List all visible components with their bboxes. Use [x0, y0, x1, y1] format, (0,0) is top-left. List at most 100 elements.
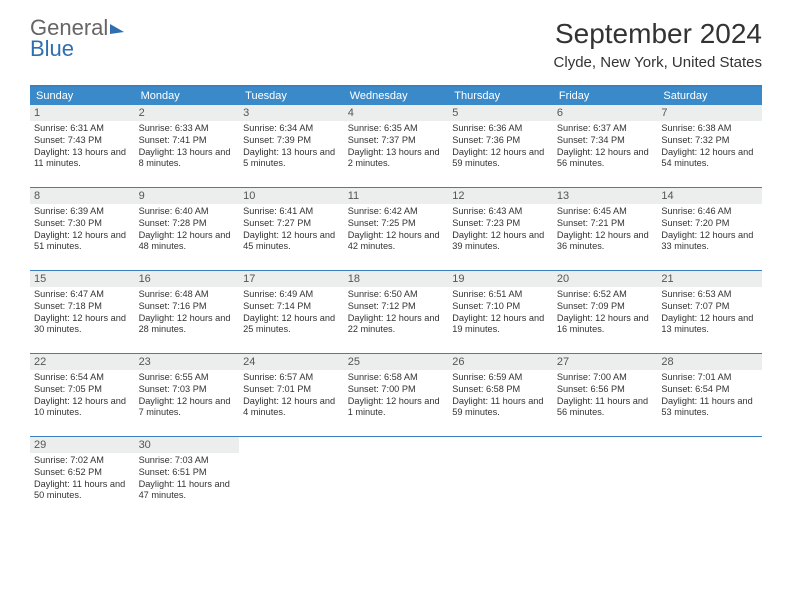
day-number: 29	[30, 437, 135, 453]
day-info: Sunrise: 6:37 AMSunset: 7:34 PMDaylight:…	[557, 123, 654, 170]
day-number: 4	[344, 105, 449, 121]
day-number: 3	[239, 105, 344, 121]
day-info: Sunrise: 6:50 AMSunset: 7:12 PMDaylight:…	[348, 289, 445, 336]
day-cell: 19Sunrise: 6:51 AMSunset: 7:10 PMDayligh…	[448, 271, 553, 353]
week-row: 29 Sunrise: 7:02 AMSunset: 6:52 PMDayligh…	[30, 437, 762, 519]
weekday-header: Saturday	[657, 87, 762, 105]
day-cell: 17 Sunrise: 6:49 AMSunset: 7:14 PMDayligh…	[239, 271, 344, 353]
day-info: Sunrise: 6:45 AMSunset: 7:21 PMDaylight:…	[557, 206, 654, 253]
day-cell: 16 Sunrise: 6:48 AMSunset: 7:16 PMDayligh…	[135, 271, 240, 353]
day-cell	[239, 437, 344, 519]
day-info: Sunrise: 6:49 AMSunset: 7:14 PMDaylight:…	[243, 289, 340, 336]
day-cell: 13 Sunrise: 6:45 AMSunset: 7:21 PMDayligh…	[553, 188, 658, 270]
day-cell: 26Sunrise: 6:59 AMSunset: 6:58 PMDayligh…	[448, 354, 553, 436]
day-number: 24	[239, 354, 344, 370]
day-cell: 1 Sunrise: 6:31 AMSunset: 7:43 PMDaylight…	[30, 105, 135, 187]
day-number: 22	[30, 354, 135, 370]
day-cell: 6 Sunrise: 6:37 AMSunset: 7:34 PMDaylight…	[553, 105, 658, 187]
day-number: 6	[553, 105, 658, 121]
day-number: 10	[239, 188, 344, 204]
day-number: 11	[344, 188, 449, 204]
day-info: Sunrise: 6:41 AMSunset: 7:27 PMDaylight:…	[243, 206, 340, 253]
day-cell: 20 Sunrise: 6:52 AMSunset: 7:09 PMDayligh…	[553, 271, 658, 353]
day-info: Sunrise: 7:02 AMSunset: 6:52 PMDaylight:…	[34, 455, 131, 502]
day-cell: 10 Sunrise: 6:41 AMSunset: 7:27 PMDayligh…	[239, 188, 344, 270]
day-cell	[657, 437, 762, 519]
day-info: Sunrise: 7:03 AMSunset: 6:51 PMDaylight:…	[139, 455, 236, 502]
day-cell: 15 Sunrise: 6:47 AMSunset: 7:18 PMDayligh…	[30, 271, 135, 353]
day-info: Sunrise: 6:48 AMSunset: 7:16 PMDaylight:…	[139, 289, 236, 336]
day-cell: 27 Sunrise: 7:00 AMSunset: 6:56 PMDayligh…	[553, 354, 658, 436]
day-info: Sunrise: 7:01 AMSunset: 6:54 PMDaylight:…	[661, 372, 758, 419]
day-info: Sunrise: 6:43 AMSunset: 7:23 PMDaylight:…	[452, 206, 549, 253]
weekday-header: Thursday	[448, 87, 553, 105]
weeks-container: 1 Sunrise: 6:31 AMSunset: 7:43 PMDaylight…	[30, 105, 762, 519]
day-number: 25	[344, 354, 449, 370]
day-number: 15	[30, 271, 135, 287]
day-info: Sunrise: 6:33 AMSunset: 7:41 PMDaylight:…	[139, 123, 236, 170]
weekday-header: Monday	[135, 87, 240, 105]
location-text: Clyde, New York, United States	[554, 54, 762, 71]
calendar: SundayMondayTuesdayWednesdayThursdayFrid…	[30, 85, 762, 519]
day-cell	[553, 437, 658, 519]
weekday-header: Sunday	[30, 87, 135, 105]
day-info: Sunrise: 6:57 AMSunset: 7:01 PMDaylight:…	[243, 372, 340, 419]
day-info: Sunrise: 6:38 AMSunset: 7:32 PMDaylight:…	[661, 123, 758, 170]
day-cell: 11 Sunrise: 6:42 AMSunset: 7:25 PMDayligh…	[344, 188, 449, 270]
day-cell: 3 Sunrise: 6:34 AMSunset: 7:39 PMDaylight…	[239, 105, 344, 187]
day-number: 13	[553, 188, 658, 204]
weekday-header: Wednesday	[344, 87, 449, 105]
day-number: 8	[30, 188, 135, 204]
day-number: 30	[135, 437, 240, 453]
weekday-header: Tuesday	[239, 87, 344, 105]
day-number: 16	[135, 271, 240, 287]
brand-part2: Blue	[30, 39, 124, 60]
day-number: 27	[553, 354, 658, 370]
day-cell: 4 Sunrise: 6:35 AMSunset: 7:37 PMDaylight…	[344, 105, 449, 187]
day-cell: 12 Sunrise: 6:43 AMSunset: 7:23 PMDayligh…	[448, 188, 553, 270]
day-number: 1	[30, 105, 135, 121]
day-info: Sunrise: 6:52 AMSunset: 7:09 PMDaylight:…	[557, 289, 654, 336]
day-number: 23	[135, 354, 240, 370]
brand-logo: General Blue	[30, 18, 124, 60]
day-cell: 23Sunrise: 6:55 AMSunset: 7:03 PMDayligh…	[135, 354, 240, 436]
day-info: Sunrise: 6:36 AMSunset: 7:36 PMDaylight:…	[452, 123, 549, 170]
day-info: Sunrise: 6:53 AMSunset: 7:07 PMDaylight:…	[661, 289, 758, 336]
day-info: Sunrise: 6:59 AMSunset: 6:58 PMDaylight:…	[452, 372, 549, 419]
day-number: 18	[344, 271, 449, 287]
title-block: September 2024 Clyde, New York, United S…	[554, 18, 762, 71]
day-cell: 8Sunrise: 6:39 AMSunset: 7:30 PMDaylight…	[30, 188, 135, 270]
day-cell: 7 Sunrise: 6:38 AMSunset: 7:32 PMDaylight…	[657, 105, 762, 187]
day-cell: 25Sunrise: 6:58 AMSunset: 7:00 PMDayligh…	[344, 354, 449, 436]
day-info: Sunrise: 6:47 AMSunset: 7:18 PMDaylight:…	[34, 289, 131, 336]
brand-triangle-icon	[110, 22, 124, 34]
day-number: 9	[135, 188, 240, 204]
day-info: Sunrise: 6:42 AMSunset: 7:25 PMDaylight:…	[348, 206, 445, 253]
day-cell: 14 Sunrise: 6:46 AMSunset: 7:20 PMDayligh…	[657, 188, 762, 270]
weekday-header: Friday	[553, 87, 658, 105]
week-row: 22Sunrise: 6:54 AMSunset: 7:05 PMDayligh…	[30, 354, 762, 437]
day-number: 14	[657, 188, 762, 204]
month-title: September 2024	[554, 18, 762, 50]
day-info: Sunrise: 6:35 AMSunset: 7:37 PMDaylight:…	[348, 123, 445, 170]
day-number: 12	[448, 188, 553, 204]
week-row: 15 Sunrise: 6:47 AMSunset: 7:18 PMDayligh…	[30, 271, 762, 354]
day-number: 20	[553, 271, 658, 287]
day-cell: 9Sunrise: 6:40 AMSunset: 7:28 PMDaylight…	[135, 188, 240, 270]
day-cell: 21 Sunrise: 6:53 AMSunset: 7:07 PMDayligh…	[657, 271, 762, 353]
day-number: 21	[657, 271, 762, 287]
day-info: Sunrise: 6:31 AMSunset: 7:43 PMDaylight:…	[34, 123, 131, 170]
day-number: 28	[657, 354, 762, 370]
weekday-header-row: SundayMondayTuesdayWednesdayThursdayFrid…	[30, 87, 762, 105]
day-cell: 5Sunrise: 6:36 AMSunset: 7:36 PMDaylight…	[448, 105, 553, 187]
day-number: 17	[239, 271, 344, 287]
day-number: 19	[448, 271, 553, 287]
day-info: Sunrise: 6:46 AMSunset: 7:20 PMDaylight:…	[661, 206, 758, 253]
day-info: Sunrise: 6:34 AMSunset: 7:39 PMDaylight:…	[243, 123, 340, 170]
day-cell: 18 Sunrise: 6:50 AMSunset: 7:12 PMDayligh…	[344, 271, 449, 353]
day-cell	[344, 437, 449, 519]
day-info: Sunrise: 7:00 AMSunset: 6:56 PMDaylight:…	[557, 372, 654, 419]
day-number: 7	[657, 105, 762, 121]
week-row: 8Sunrise: 6:39 AMSunset: 7:30 PMDaylight…	[30, 188, 762, 271]
day-cell: 24 Sunrise: 6:57 AMSunset: 7:01 PMDayligh…	[239, 354, 344, 436]
